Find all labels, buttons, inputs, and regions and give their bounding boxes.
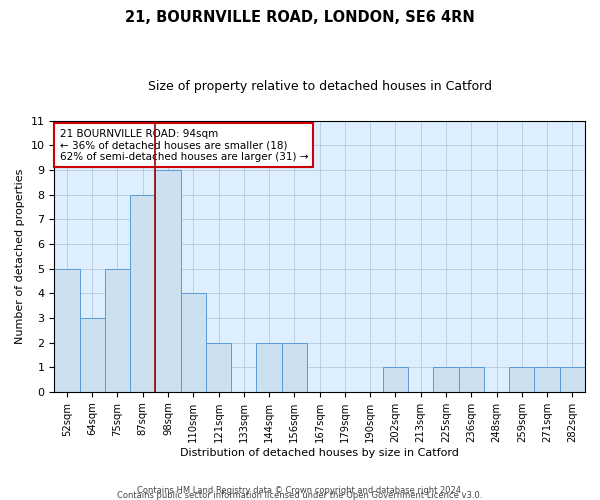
Text: 21 BOURNVILLE ROAD: 94sqm
← 36% of detached houses are smaller (18)
62% of semi-: 21 BOURNVILLE ROAD: 94sqm ← 36% of detac… [59,128,308,162]
Bar [282,342,307,392]
Y-axis label: Number of detached properties: Number of detached properties [15,168,25,344]
Title: Size of property relative to detached houses in Catford: Size of property relative to detached ho… [148,80,491,93]
Bar [458,367,484,392]
Text: 21, BOURNVILLE ROAD, LONDON, SE6 4RN: 21, BOURNVILLE ROAD, LONDON, SE6 4RN [125,10,475,25]
Bar [54,268,80,392]
Bar [256,342,282,392]
Text: Contains HM Land Registry data © Crown copyright and database right 2024.: Contains HM Land Registry data © Crown c… [137,486,463,495]
Bar [206,342,231,392]
Bar [535,367,560,392]
Bar [560,367,585,392]
Bar [509,367,535,392]
Text: Contains public sector information licensed under the Open Government Licence v3: Contains public sector information licen… [118,491,482,500]
Bar [130,194,155,392]
Bar [80,318,105,392]
X-axis label: Distribution of detached houses by size in Catford: Distribution of detached houses by size … [180,448,459,458]
Bar [105,268,130,392]
Bar [155,170,181,392]
Bar [383,367,408,392]
Bar [181,293,206,392]
Bar [433,367,458,392]
